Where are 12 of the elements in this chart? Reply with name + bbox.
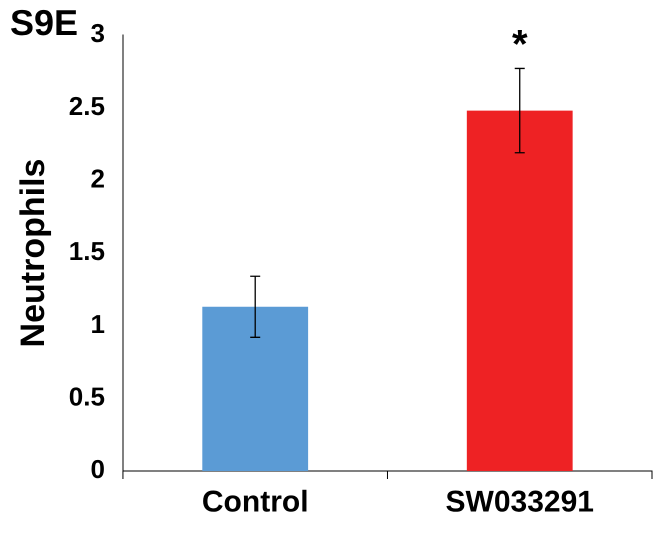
y-tick-label: 1 — [90, 308, 105, 339]
y-tick-label: 3 — [90, 18, 105, 48]
y-tick-label: 2.5 — [68, 90, 105, 121]
y-tick-label: 2 — [90, 164, 105, 194]
y-axis-title: Neutrophils — [14, 158, 52, 348]
y-tick-label: 0.5 — [68, 382, 105, 412]
y-tick-label: 1.5 — [68, 236, 105, 266]
x-tick-label: SW033291 — [446, 485, 594, 518]
annotation: * — [512, 22, 528, 66]
x-tick-label: Control — [202, 485, 309, 518]
y-tick-label: 0 — [90, 454, 105, 484]
text: S9E — [10, 2, 78, 44]
